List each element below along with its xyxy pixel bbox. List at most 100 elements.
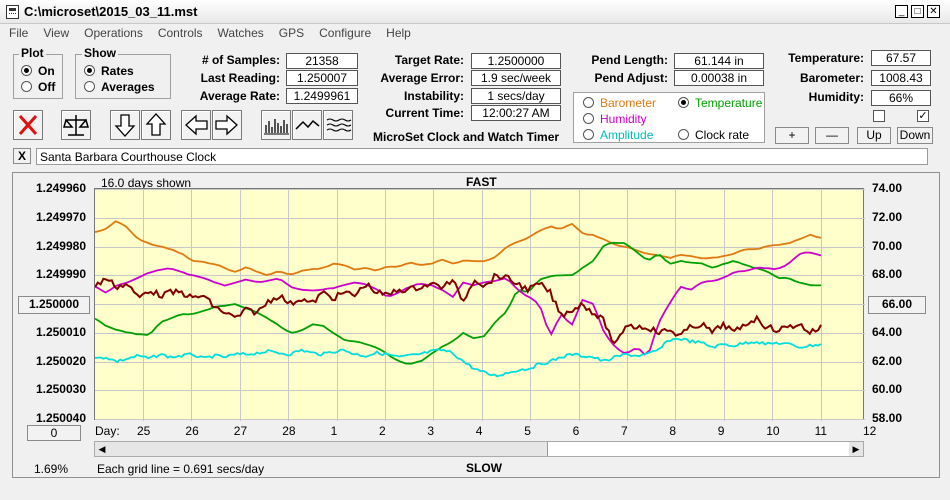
offset-button[interactable]: 0 bbox=[27, 425, 81, 441]
maximize-button[interactable]: □ bbox=[911, 5, 924, 18]
y-right-tick-label: 74.00 bbox=[872, 181, 903, 195]
clock-rate-radio[interactable]: Clock rate bbox=[678, 128, 749, 142]
right-arrow-button[interactable] bbox=[212, 110, 242, 140]
x-day-tick-label: 10 bbox=[766, 424, 780, 438]
x-day-tick-label: 28 bbox=[282, 424, 296, 438]
menu-watches[interactable]: Watches bbox=[217, 26, 264, 40]
temperature-field: 67.57 bbox=[871, 50, 931, 66]
grid-note: Each grid line = 0.691 secs/day bbox=[97, 462, 265, 476]
scroll-left-icon[interactable]: ◀ bbox=[98, 444, 106, 454]
red-x-icon bbox=[18, 115, 38, 135]
pend-length-field[interactable]: 61.144 in bbox=[674, 53, 764, 69]
balance-button[interactable] bbox=[61, 110, 91, 140]
bars-view-button[interactable] bbox=[261, 110, 291, 140]
day-label: Day: bbox=[95, 424, 120, 438]
center-aux-button[interactable]: 66.00 bbox=[868, 296, 926, 314]
scroll-thumb[interactable] bbox=[547, 442, 849, 456]
menu-help[interactable]: Help bbox=[386, 26, 411, 40]
y-right-tick-label: 72.00 bbox=[872, 209, 903, 224]
menu-file[interactable]: File bbox=[9, 26, 29, 40]
x-day-tick-label: 5 bbox=[524, 424, 531, 438]
last-reading-field: 1.250007 bbox=[286, 70, 358, 86]
barometer-radio[interactable]: Barometer bbox=[583, 96, 656, 110]
right-checkbox[interactable]: ✓ bbox=[917, 110, 929, 122]
menu-gps[interactable]: GPS bbox=[278, 26, 305, 40]
close-clock-button[interactable]: X bbox=[13, 148, 31, 164]
scroll-right-icon[interactable]: ▶ bbox=[852, 444, 860, 454]
y-left-tick-label: 1.249990 bbox=[35, 267, 86, 282]
target-rate-label: Target Rate: bbox=[394, 53, 464, 67]
arrow-up-icon bbox=[145, 113, 167, 136]
down-button[interactable]: Down bbox=[897, 127, 933, 144]
series-line-clock-rate bbox=[94, 272, 822, 345]
line-view-button[interactable] bbox=[292, 110, 322, 140]
x-day-tick-label: 12 bbox=[863, 424, 877, 438]
temperature-radio[interactable]: Temperature bbox=[678, 96, 762, 110]
up-arrow-button[interactable] bbox=[141, 110, 171, 140]
instability-field: 1 secs/day bbox=[471, 88, 561, 104]
y-left-tick-label: 1.249980 bbox=[35, 238, 86, 253]
close-window-button[interactable]: ✕ bbox=[927, 5, 940, 18]
arrow-down-icon bbox=[114, 114, 136, 137]
menu-operations[interactable]: Operations bbox=[84, 26, 143, 40]
center-rate-button[interactable]: 1.250000 bbox=[18, 296, 90, 314]
show-group bbox=[75, 54, 171, 99]
x-day-tick-label: 7 bbox=[621, 424, 628, 438]
plus-button[interactable]: + bbox=[775, 127, 809, 144]
days-shown-label: 16.0 days shown bbox=[101, 176, 192, 190]
aux-series-selector bbox=[573, 92, 765, 143]
menu-bar: File View Operations Controls Watches GPS Conf… bbox=[0, 24, 950, 43]
x-day-tick-label: 2 bbox=[379, 424, 386, 438]
clock-icon bbox=[6, 5, 19, 19]
wave-view-button[interactable] bbox=[323, 110, 353, 140]
series-line-amplitude bbox=[94, 337, 822, 378]
y-left-tick-label: 1.250010 bbox=[35, 324, 86, 339]
left-arrow-button[interactable] bbox=[181, 110, 211, 140]
percent-label: 1.69% bbox=[34, 462, 69, 476]
minimize-button[interactable]: _ bbox=[895, 5, 908, 18]
y-left-tick-label: 1.250020 bbox=[35, 353, 86, 368]
pend-length-label: Pend Length: bbox=[591, 53, 668, 67]
target-rate-field[interactable]: 1.2500000 bbox=[471, 53, 561, 69]
menu-configure[interactable]: Configure bbox=[319, 26, 372, 40]
plot-off-radio[interactable]: Off bbox=[21, 80, 55, 94]
barometer-field: 1008.43 bbox=[871, 70, 931, 86]
menu-controls[interactable]: Controls bbox=[157, 26, 203, 40]
title-bar: C:\microset\2015_03_11.mst _ □ ✕ bbox=[0, 0, 950, 24]
radio-selected-icon bbox=[21, 65, 32, 76]
down-arrow-button[interactable] bbox=[110, 110, 140, 140]
x-day-tick-label: 25 bbox=[137, 424, 151, 438]
arrow-right-icon bbox=[215, 114, 238, 136]
y-right-tick-label: 70.00 bbox=[872, 238, 903, 253]
show-rates-radio[interactable]: Rates bbox=[84, 64, 134, 78]
y-left-tick-label: 1.249970 bbox=[35, 209, 86, 224]
plot-on-radio[interactable]: On bbox=[21, 64, 55, 78]
humidity-radio[interactable]: Humidity bbox=[583, 112, 647, 126]
show-averages-radio[interactable]: Averages bbox=[84, 80, 155, 94]
left-checkbox[interactable] bbox=[873, 110, 885, 122]
current-time-field: 12:00:27 AM bbox=[471, 105, 561, 121]
radio-selected-icon bbox=[678, 97, 689, 108]
up-button[interactable]: Up bbox=[857, 127, 891, 144]
y-right-tick-label: 62.00 bbox=[872, 353, 903, 368]
rate-chart bbox=[94, 189, 870, 421]
clear-button[interactable] bbox=[13, 110, 43, 140]
y-right-tick-label: 60.00 bbox=[872, 382, 903, 397]
menu-view[interactable]: View bbox=[43, 26, 70, 40]
x-day-tick-label: 8 bbox=[669, 424, 677, 438]
series-line-temperature bbox=[94, 241, 821, 365]
horizontal-scrollbar[interactable]: ◀ ▶ bbox=[94, 441, 864, 457]
samples-field: 21358 bbox=[286, 53, 358, 69]
y-left-tick-label: 1.250030 bbox=[35, 382, 86, 397]
instability-label: Instability: bbox=[403, 89, 464, 103]
x-day-tick-label: 1 bbox=[330, 424, 338, 438]
app-subtitle: MicroSet Clock and Watch Timer bbox=[373, 130, 560, 144]
plot-group-legend: Plot bbox=[19, 46, 46, 60]
clock-name-input[interactable]: Santa Barbara Courthouse Clock bbox=[36, 148, 928, 165]
minus-button[interactable]: — bbox=[815, 127, 849, 144]
pend-adjust-field: 0.00038 in bbox=[674, 70, 764, 86]
y-left-tick-label: 1.249960 bbox=[35, 181, 86, 195]
x-day-tick-label: 26 bbox=[185, 424, 199, 438]
amplitude-radio[interactable]: Amplitude bbox=[583, 128, 653, 142]
radio-icon bbox=[583, 129, 594, 140]
